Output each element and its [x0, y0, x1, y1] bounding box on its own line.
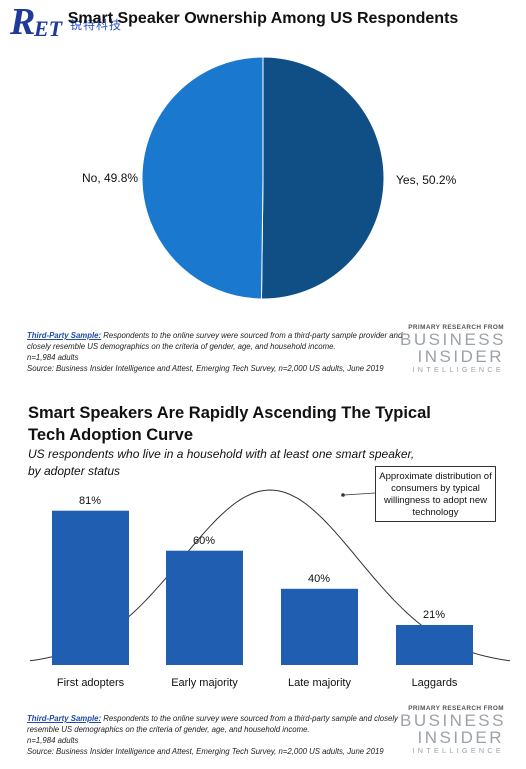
bar-chart: [29, 489, 511, 665]
primary-research-text: PRIMARY RESEARCH FROM: [408, 324, 504, 331]
bar-laggards: [396, 624, 473, 665]
bar-early-majority: [166, 550, 243, 665]
bar-first-adopters: [52, 510, 129, 665]
company-logo: R ET 锐特科技: [4, 1, 124, 48]
adoption-curve-callout: Approximate distribution of consumers by…: [375, 466, 496, 522]
primary-research-text: PRIMARY RESEARCH FROM: [408, 705, 504, 712]
category-label: Early majority: [171, 677, 238, 689]
bar-chart-title-line2: Tech Adoption Curve: [28, 426, 193, 444]
bar-chart-title: Smart Speakers Are Rapidly Ascending The…: [28, 402, 431, 446]
insider-text: INSIDER: [417, 347, 504, 366]
bar-late-majority: [281, 588, 358, 665]
footnote-text: Respondents to the online survey were so…: [27, 331, 403, 351]
intelligence-text: INTELLIGENCE: [412, 365, 504, 374]
footnote-n: n=1,984 adults: [27, 736, 79, 745]
third-party-sample-label: Third-Party Sample:: [27, 331, 102, 340]
callout-pointer-line: [343, 492, 376, 496]
bi-intelligence-logo-bottom: PRIMARY RESEARCH FROM BUSINESS INSIDER I…: [400, 705, 504, 755]
third-party-sample-label: Third-Party Sample:: [27, 714, 102, 723]
bi-intelligence-logo-top: PRIMARY RESEARCH FROM BUSINESS INSIDER I…: [400, 324, 504, 374]
business-text: BUSINESS: [400, 330, 506, 349]
bar-chart-subtitle: US respondents who live in a household w…: [28, 446, 414, 480]
bar-value-label: 81%: [78, 494, 102, 507]
bar-value-label: 40%: [307, 572, 331, 585]
logo-chinese-text: 锐特科技: [70, 18, 123, 32]
footnote-text: Respondents to the online survey were so…: [27, 714, 398, 734]
logo-letters-et: ET: [34, 16, 63, 41]
pie-chart: [141, 56, 385, 300]
category-label: First adopters: [56, 677, 125, 689]
pie-label-yes: Yes, 50.2%: [396, 173, 457, 187]
callout-pointer-dot: [341, 493, 345, 497]
bar-chart-subtitle-line1: US respondents who live in a household w…: [28, 447, 415, 461]
pie-slice-yes: [260, 56, 385, 300]
pie-footnote: Third-Party Sample: Respondents to the o…: [27, 330, 407, 374]
bar-chart-subtitle-line2: by adopter status: [28, 464, 121, 478]
footnote-source: Source: Business Insider Intelligence an…: [27, 364, 384, 373]
category-label: Late majority: [288, 677, 351, 689]
pie-slice-no: [141, 56, 264, 300]
footnote-n: n=1,984 adults: [27, 353, 79, 362]
insider-text: INSIDER: [417, 728, 504, 747]
bar-value-label: 60%: [192, 534, 216, 547]
intelligence-text: INTELLIGENCE: [412, 746, 504, 755]
business-text: BUSINESS: [400, 711, 506, 730]
category-label: Laggards: [411, 677, 458, 689]
logo-letter-r: R: [10, 1, 36, 43]
bar-value-label: 21%: [422, 608, 446, 621]
pie-label-no: No, 49.8%: [82, 171, 139, 185]
pie-chart-title: Smart Speaker Ownership Among US Respond…: [67, 10, 459, 27]
footnote-source: Source: Business Insider Intelligence an…: [27, 747, 384, 756]
bar-footnote: Third-Party Sample: Respondents to the o…: [27, 713, 407, 757]
bar-chart-title-line1: Smart Speakers Are Rapidly Ascending The…: [28, 404, 431, 422]
